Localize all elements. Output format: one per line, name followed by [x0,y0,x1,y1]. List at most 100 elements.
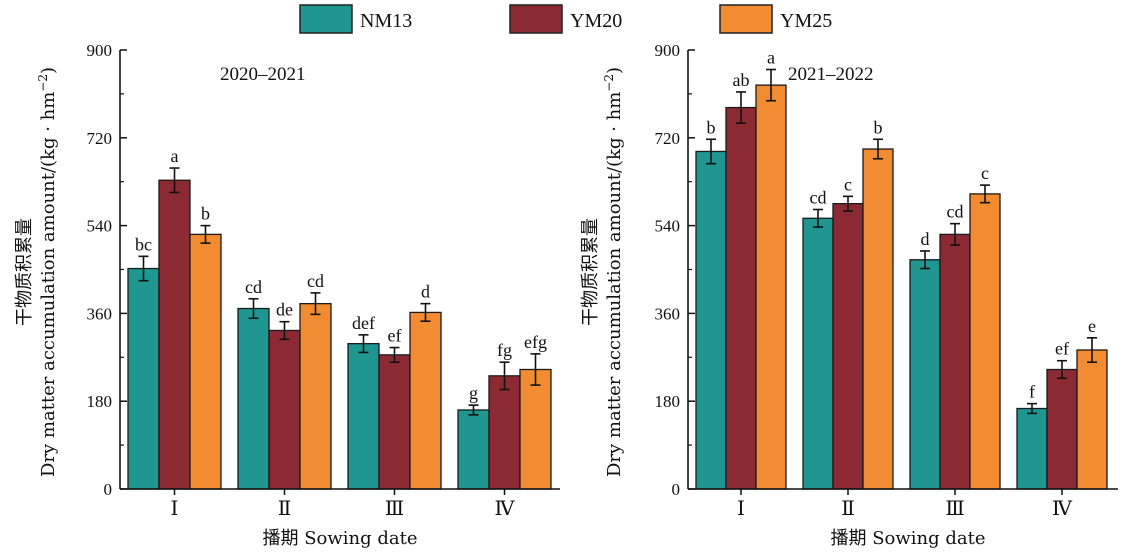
y-tick-label: 900 [655,41,681,60]
significance-label: c [844,174,852,194]
significance-label: d [421,282,430,302]
x-tick-label: Ⅱ [841,498,855,520]
error-bar [1057,359,1067,380]
error-bar [389,346,400,363]
bar-nm13-3 [347,342,380,490]
significance-label: efg [524,332,547,352]
y-axis-title-cn: 干物质积累量 [14,218,35,326]
significance-label: b [874,117,883,137]
y-tick-label: 720 [655,129,681,148]
legend-swatch [509,4,563,34]
error-bar [980,184,990,204]
error-bar [873,138,883,160]
bar-ym25-4 [1076,349,1108,490]
significance-label: cd [810,188,827,208]
y-tick-label: 540 [655,217,681,236]
bar-ym25-2 [862,148,894,490]
bar-nm13-3 [909,259,941,490]
error-bar [248,297,259,320]
error-bar [279,320,290,341]
bar-ym20-1 [725,106,757,490]
legend-swatch [719,4,773,34]
y-axis-title: 干物质积累量 Dry matter accumulation amount/(kg… [14,67,59,477]
bar-ym20-2 [268,329,301,490]
y-axis-title-en: Dry matter accumulation amount/(kg · hm−… [602,67,625,477]
bar-ym20-2 [832,202,864,490]
x-tick-label: Ⅱ [278,498,292,520]
significance-label: fg [497,340,512,360]
bar-ym25-3 [969,193,1001,490]
panel-title: 2021–2022 [788,64,874,85]
y-tick-label: 360 [655,304,681,323]
significance-label: de [276,300,293,320]
y-tick-label: 540 [87,217,113,236]
x-tick-label: Ⅲ [385,498,404,520]
significance-label: b [201,204,210,224]
bar-nm13-2 [802,217,834,490]
legend-item-ym20: YM20 [509,4,622,34]
error-bar [310,292,321,316]
x-tick-label: Ⅰ [737,498,745,520]
x-axis-title: 播期 Sowing date [830,528,985,549]
error-bar [736,91,746,124]
legend-swatch [299,4,353,34]
bar-ym20-3 [378,354,411,490]
legend-label: YM25 [780,10,832,32]
bar-ym20-3 [939,233,971,490]
significance-label: a [171,146,179,166]
bar-ym25-1 [755,84,787,490]
error-bar [169,167,180,194]
x-tick-label: Ⅲ [945,498,964,520]
significance-label: e [1088,316,1096,336]
bar-ym25-2 [299,302,332,490]
panel-title: 2020–2021 [220,64,306,85]
legend-label: YM20 [570,10,622,32]
error-bar [920,250,930,270]
chart-panel-2021-2022: babaⅠcdcbⅡdcdcⅢfefeⅣ01803605407209002021… [580,41,1118,549]
bar-ym25-1 [189,233,222,490]
legend: NM13 YM20 YM25 [299,4,832,34]
y-tick-label: 360 [87,304,113,323]
error-bar [843,195,853,212]
significance-label: d [921,229,930,249]
legend-item-nm13: NM13 [299,4,412,34]
bar-ym25-4 [519,368,552,490]
y-tick-label: 900 [87,41,113,60]
error-bar [1027,402,1037,415]
error-bar [200,224,211,244]
bar-ym20-1 [158,179,191,490]
significance-label: ef [1055,339,1069,359]
bar-nm13-2 [237,307,270,490]
error-bar [468,404,479,416]
significance-label: f [1029,382,1035,402]
error-bar [766,68,776,102]
error-bar [420,302,431,323]
bar-nm13-1 [127,267,160,490]
y-tick-label: 180 [87,392,113,411]
bar-ym20-4 [488,375,521,490]
significance-label: ab [733,70,750,90]
y-tick-label: 180 [655,392,681,411]
bar-nm13-1 [695,150,727,490]
y-axis-title: 干物质积累量 Dry matter accumulation amount/(kg… [580,67,625,477]
y-tick-label: 0 [672,480,681,499]
significance-label: c [981,163,989,183]
significance-label: a [767,48,775,68]
x-tick-label: Ⅰ [171,498,179,520]
bar-nm13-4 [1016,407,1048,490]
significance-label: cd [947,202,964,222]
significance-label: cd [307,271,324,291]
error-bar [1087,336,1097,363]
significance-label: cd [245,277,262,297]
x-tick-label: Ⅳ [495,498,516,520]
error-bar [706,138,716,165]
y-tick-label: 0 [104,480,113,499]
bar-ym25-3 [409,311,442,490]
bar-ym20-4 [1046,368,1078,490]
x-axis-title: 播期 Sowing date [262,528,417,549]
y-axis-title-cn: 干物质积累量 [580,218,601,326]
legend-label: NM13 [360,10,412,32]
error-bar [813,208,823,228]
